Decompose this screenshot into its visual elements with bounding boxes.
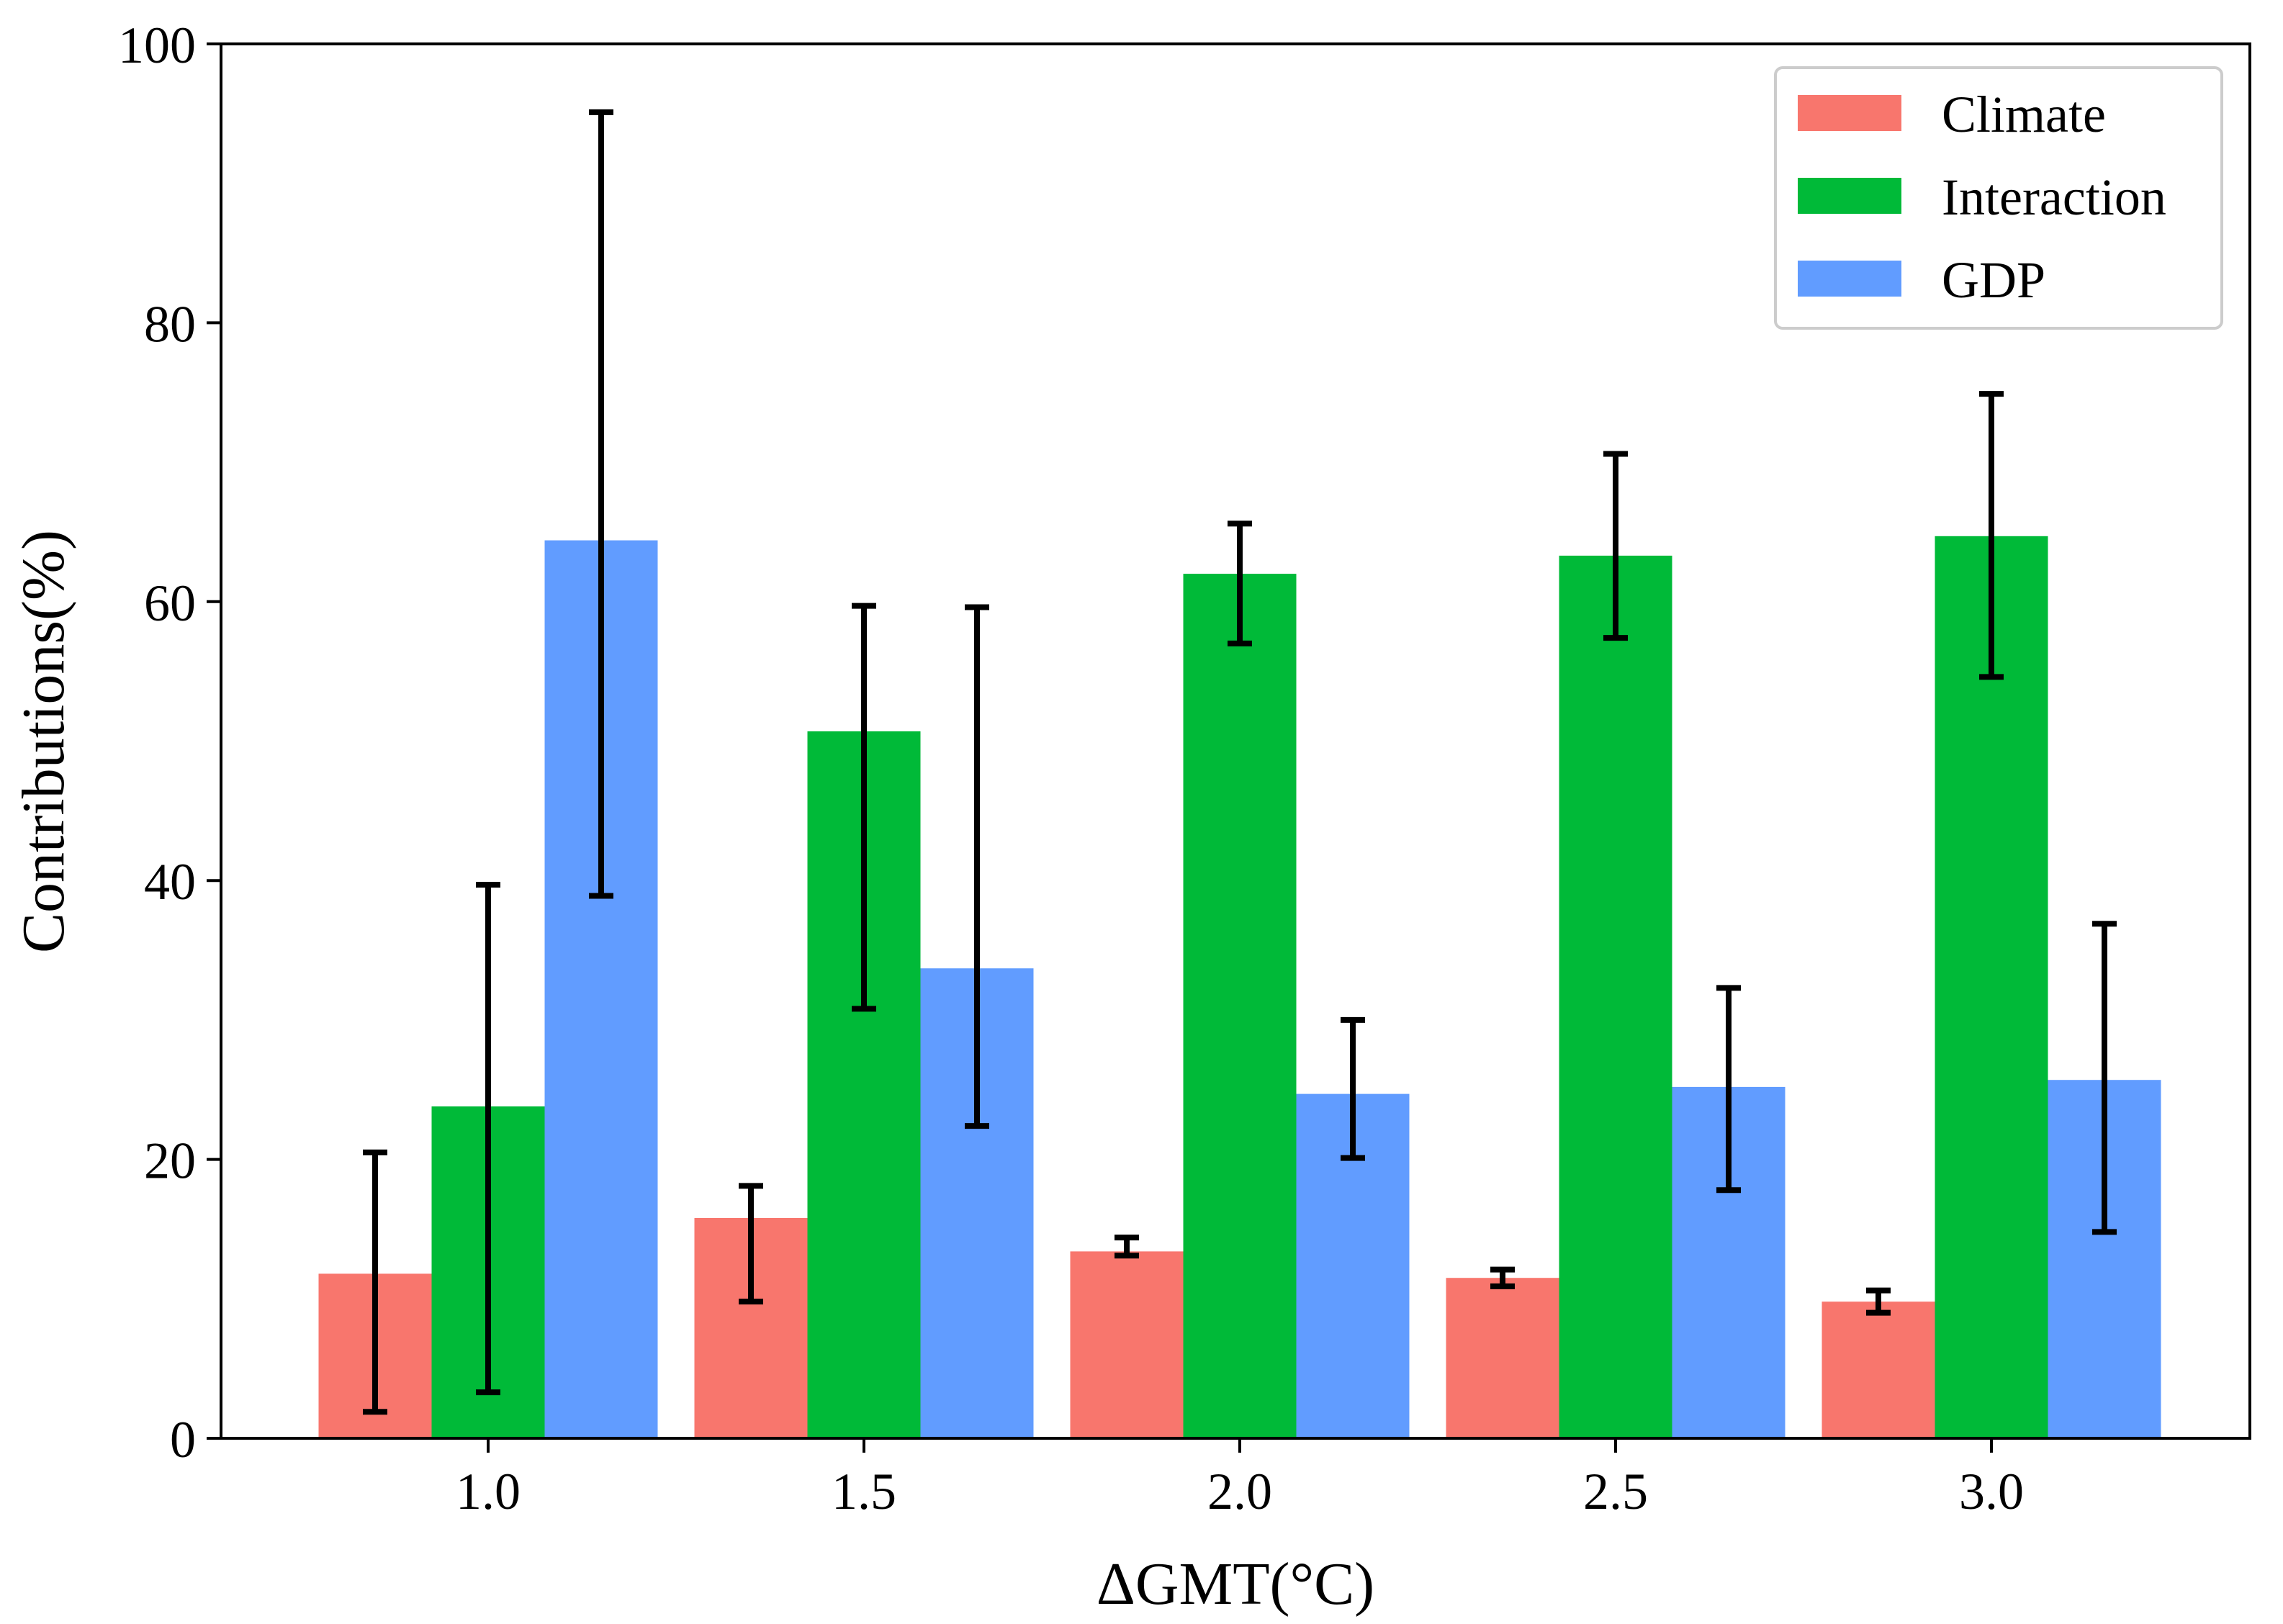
legend-swatch-climate — [1798, 95, 1901, 131]
error-bar-gdp-2.0 — [1341, 1016, 1365, 1161]
bars-layer — [318, 536, 2161, 1438]
error-bar-climate-2.5 — [1490, 1266, 1515, 1289]
legend-label-climate: Climate — [1942, 86, 2106, 143]
x-tick-label-3.0: 3.0 — [1959, 1463, 2024, 1520]
error-bar-climate-1.0 — [363, 1149, 387, 1415]
error-bar-gdp-2.5 — [1716, 985, 1741, 1194]
bar-climate-3.0 — [1822, 1302, 1935, 1438]
legend-swatch-interaction — [1798, 178, 1901, 214]
y-axis: 0 20 40 60 80 100 — [118, 17, 221, 1469]
x-tick-label-1.5: 1.5 — [832, 1463, 896, 1520]
legend-label-interaction: Interaction — [1942, 168, 2166, 226]
x-axis-label: ΔGMT(°C) — [1097, 1551, 1374, 1618]
plot-frame — [220, 42, 2251, 1440]
y-tick-label-80: 80 — [144, 295, 196, 353]
legend-items: Climate Interaction GDP — [1798, 86, 2166, 309]
legend: Climate Interaction GDP — [1774, 66, 2223, 330]
error-bar-interaction-3.0 — [1979, 391, 2004, 680]
error-bar-gdp-1.5 — [965, 604, 989, 1129]
error-bar-climate-1.5 — [739, 1183, 763, 1305]
error-bar-climate-2.0 — [1115, 1235, 1139, 1259]
x-tick-label-2.0: 2.0 — [1207, 1463, 1272, 1520]
legend-item-climate: Climate — [1798, 86, 2106, 143]
x-axis: 1.0 1.5 2.0 2.5 3.0 — [456, 1438, 2024, 1520]
y-tick-label-20: 20 — [144, 1132, 196, 1190]
error-bar-climate-3.0 — [1866, 1287, 1891, 1316]
bar-interaction-2.0 — [1183, 574, 1297, 1438]
legend-label-gdp: GDP — [1942, 251, 2045, 309]
y-tick-label-40: 40 — [144, 853, 196, 911]
legend-item-interaction: Interaction — [1798, 168, 2166, 226]
bar-interaction-3.0 — [1935, 536, 2048, 1438]
y-tick-label-100: 100 — [118, 17, 196, 74]
y-tick-label-60: 60 — [144, 574, 196, 632]
error-bar-interaction-1.5 — [852, 603, 876, 1012]
legend-swatch-gdp — [1798, 261, 1901, 297]
x-tick-label-2.5: 2.5 — [1583, 1463, 1648, 1520]
error-bar-gdp-1.0 — [589, 109, 613, 899]
x-tick-label-1.0: 1.0 — [456, 1463, 521, 1520]
legend-item-gdp: GDP — [1798, 251, 2045, 309]
error-bar-gdp-3.0 — [2092, 921, 2117, 1235]
y-tick-label-0: 0 — [170, 1411, 196, 1469]
bar-climate-2.5 — [1446, 1278, 1559, 1438]
error-bars-layer — [363, 109, 2117, 1415]
bar-interaction-2.5 — [1559, 555, 1672, 1438]
error-bar-interaction-2.0 — [1228, 520, 1252, 646]
error-bar-interaction-2.5 — [1603, 451, 1628, 641]
y-axis-label: Contributions(%) — [10, 530, 77, 953]
error-bar-interaction-1.0 — [476, 882, 500, 1396]
bar-climate-2.0 — [1070, 1251, 1184, 1438]
